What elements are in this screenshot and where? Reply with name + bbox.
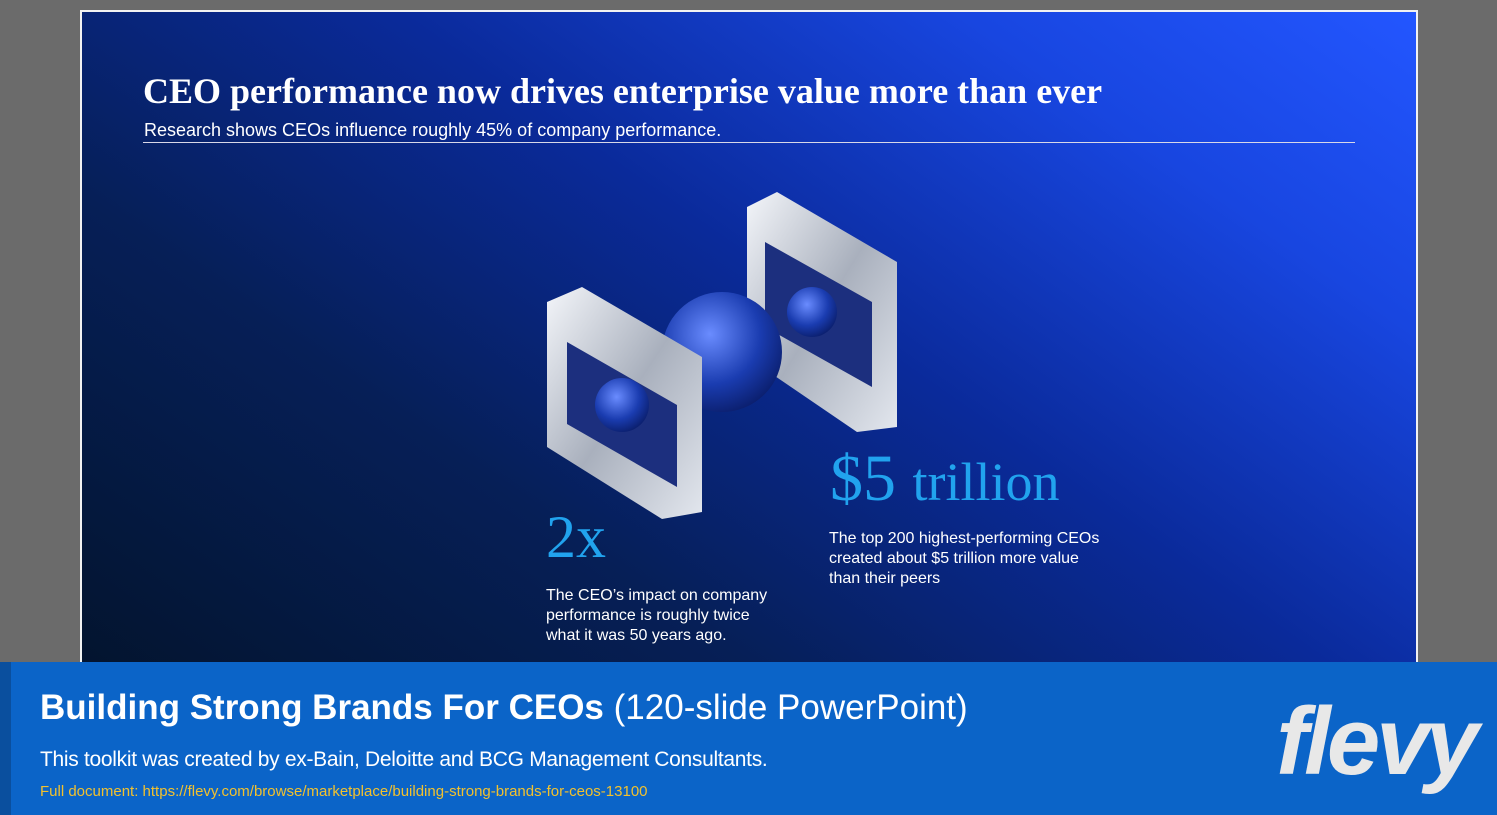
logo[interactable]: flevy bbox=[1276, 688, 1479, 795]
banner-title: Building Strong Brands For CEOs (120-sli… bbox=[40, 688, 968, 728]
stat-text: The top 200 highest-performing CEOs crea… bbox=[829, 530, 1100, 587]
slide-subtitle: Research shows CEOs influence roughly 45… bbox=[144, 120, 722, 140]
banner: Building Strong Brands For CEOs (120-sli… bbox=[0, 662, 1497, 815]
product-title: Building Strong Brands For CEOs bbox=[40, 688, 604, 727]
divider bbox=[143, 142, 1355, 143]
slide: CEO performance now drives enterprise va… bbox=[80, 10, 1418, 672]
banner-description: This toolkit was created by ex-Bain, Del… bbox=[40, 748, 768, 771]
slide-title: CEO performance now drives enterprise va… bbox=[143, 71, 1103, 111]
stat-value: 2x bbox=[546, 504, 606, 570]
stat-unit: trillion bbox=[912, 452, 1060, 512]
stat-number: $5 bbox=[830, 442, 896, 515]
cube-illustration bbox=[547, 192, 897, 519]
stat-value: $5 trillion bbox=[830, 444, 1060, 517]
stat-text: The CEO’s impact on company performance … bbox=[546, 587, 768, 644]
product-note: (120-slide PowerPoint) bbox=[613, 688, 968, 727]
banner-strip bbox=[0, 662, 11, 815]
document-link[interactable]: Full document: https://flevy.com/browse/… bbox=[40, 783, 648, 800]
